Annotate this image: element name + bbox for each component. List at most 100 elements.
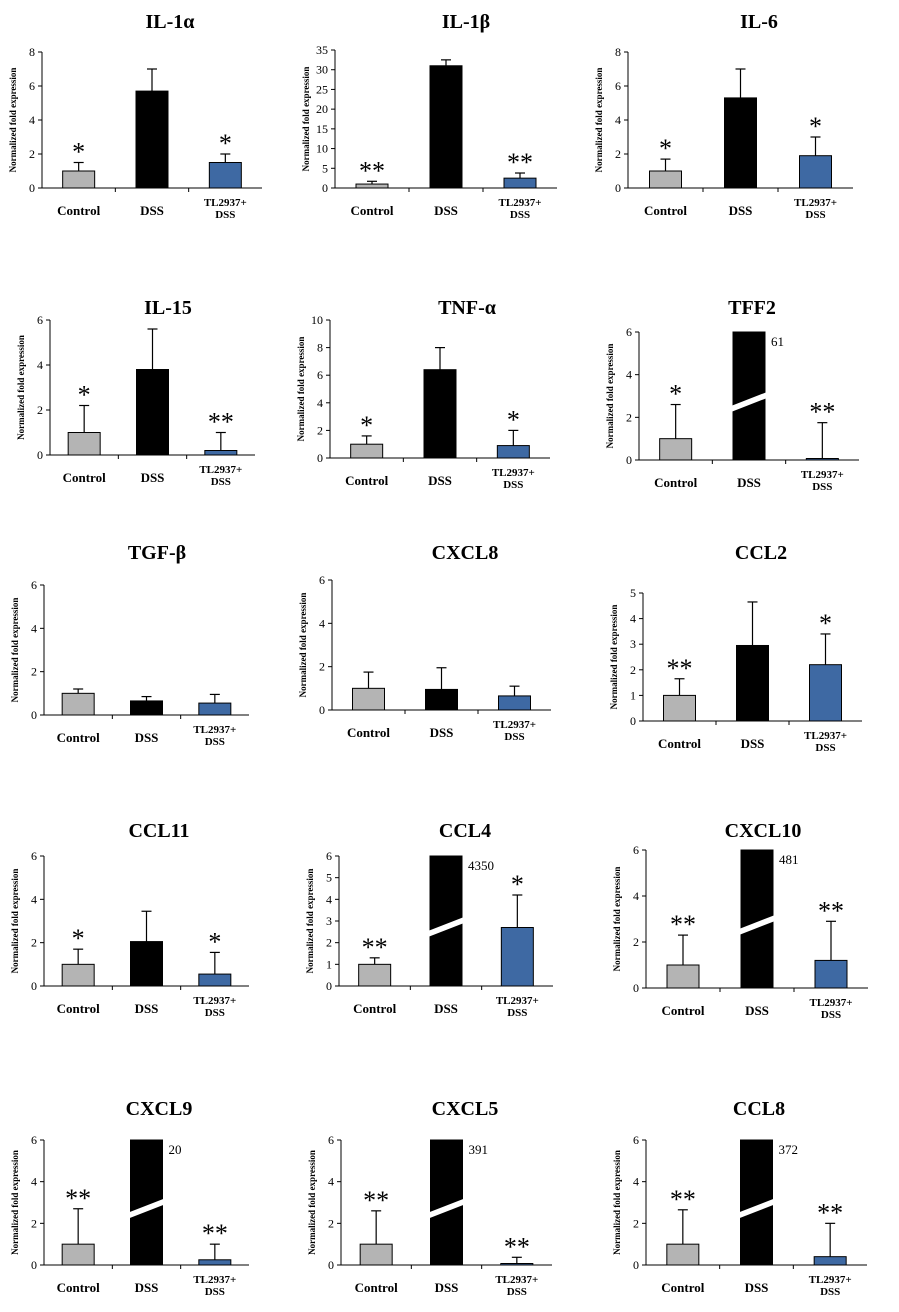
y-tick-label: 6 bbox=[29, 79, 35, 93]
category-label: DSS bbox=[821, 1009, 841, 1021]
category-label: Control bbox=[345, 473, 388, 488]
category-label: DSS bbox=[741, 736, 765, 751]
category-label: TL2937+ bbox=[495, 1274, 538, 1286]
bar bbox=[423, 369, 457, 459]
y-tick-label: 4 bbox=[326, 892, 332, 906]
y-tick-label: 2 bbox=[633, 935, 639, 949]
significance-marker: ** bbox=[208, 408, 234, 437]
y-axis-label: Normalized fold expression bbox=[605, 344, 615, 449]
significance-marker: ** bbox=[202, 1219, 228, 1248]
category-label: Control bbox=[644, 203, 687, 218]
break-value-label: 391 bbox=[469, 1142, 489, 1157]
bar bbox=[429, 65, 463, 189]
bar bbox=[814, 959, 848, 989]
axis-break-mark bbox=[731, 392, 767, 412]
category-label: DSS bbox=[805, 209, 825, 221]
y-tick-label: 2 bbox=[29, 147, 35, 161]
category-label: TL2937+ bbox=[193, 724, 236, 736]
significance-marker: ** bbox=[504, 1232, 530, 1261]
significance-marker: * bbox=[659, 134, 672, 163]
category-label: TL2937+ bbox=[499, 197, 542, 209]
y-tick-label: 5 bbox=[322, 161, 328, 175]
bar bbox=[659, 438, 693, 461]
y-tick-label: 0 bbox=[615, 181, 621, 195]
chart-title: CXCL5 bbox=[432, 1098, 499, 1120]
category-label: Control bbox=[63, 470, 106, 485]
y-tick-label: 2 bbox=[31, 936, 37, 950]
y-axis-label: Normalized fold expression bbox=[612, 867, 622, 972]
chart-title: TGF-β bbox=[128, 542, 186, 564]
category-label: Control bbox=[658, 736, 701, 751]
significance-marker: * bbox=[360, 411, 373, 440]
bar bbox=[208, 162, 242, 189]
y-tick-label: 2 bbox=[37, 403, 43, 417]
y-tick-label: 0 bbox=[322, 181, 328, 195]
significance-marker: ** bbox=[667, 654, 693, 683]
y-tick-label: 4 bbox=[633, 1175, 639, 1189]
y-tick-label: 2 bbox=[630, 663, 636, 677]
significance-marker: * bbox=[819, 609, 832, 638]
significance-marker: ** bbox=[809, 398, 835, 427]
axis-break-mark bbox=[739, 915, 775, 935]
category-label: DSS bbox=[507, 1286, 527, 1298]
bar bbox=[496, 445, 530, 459]
y-tick-label: 4 bbox=[31, 621, 37, 635]
y-tick-label: 6 bbox=[317, 368, 323, 382]
y-tick-label: 0 bbox=[328, 1258, 334, 1272]
bar bbox=[649, 170, 682, 189]
bar bbox=[500, 927, 534, 987]
category-label: DSS bbox=[205, 1286, 225, 1298]
category-label: Control bbox=[347, 725, 390, 740]
significance-marker: * bbox=[669, 380, 682, 409]
y-tick-label: 4 bbox=[31, 892, 37, 906]
bar bbox=[805, 458, 839, 461]
category-label: TL2937+ bbox=[204, 197, 247, 209]
category-label: TL2937+ bbox=[199, 464, 242, 476]
bar bbox=[799, 155, 832, 189]
chart-title: CCL8 bbox=[733, 1098, 785, 1120]
y-tick-label: 4 bbox=[319, 616, 325, 630]
y-tick-label: 0 bbox=[626, 453, 632, 467]
chart-title: TNF-α bbox=[438, 297, 496, 319]
chart-title: CXCL9 bbox=[126, 1098, 193, 1120]
chart-panel: IL-15 Normalized fold expression 0 2 4 6 * Cont… bbox=[16, 297, 255, 488]
y-tick-label: 6 bbox=[31, 1133, 37, 1147]
y-tick-label: 35 bbox=[316, 43, 328, 57]
y-tick-label: 15 bbox=[316, 122, 328, 136]
category-label: DSS bbox=[135, 1001, 159, 1016]
axis-break-mark bbox=[428, 1198, 465, 1219]
break-value-label: 61 bbox=[771, 334, 784, 349]
y-axis-label: Normalized fold expression bbox=[609, 605, 619, 710]
y-axis-label: Normalized fold expression bbox=[307, 1150, 317, 1255]
category-label: DSS bbox=[205, 1007, 225, 1019]
category-label: DSS bbox=[503, 479, 523, 491]
bar bbox=[136, 369, 169, 456]
bar bbox=[503, 177, 537, 189]
category-label: DSS bbox=[205, 736, 225, 748]
y-tick-label: 4 bbox=[328, 1175, 334, 1189]
category-label: DSS bbox=[510, 209, 530, 221]
chart-panel: CCL2 Normalized fold expression 0 1 2 3 4 5 ** Co… bbox=[609, 542, 862, 754]
category-label: Control bbox=[661, 1003, 704, 1018]
chart-panel: CXCL8 Normalized fold expression 0 2 4 6 Contr… bbox=[298, 542, 551, 743]
chart-panel: TGF-β Normalized fold expression 0 2 4 6 Contr… bbox=[10, 542, 249, 748]
y-tick-label: 2 bbox=[326, 936, 332, 950]
category-label: TL2937+ bbox=[493, 719, 536, 731]
category-label: TL2937+ bbox=[794, 197, 837, 209]
category-label: Control bbox=[57, 1280, 100, 1295]
significance-marker: * bbox=[72, 138, 85, 167]
significance-marker: * bbox=[72, 924, 85, 953]
y-tick-label: 4 bbox=[37, 358, 43, 372]
chart-panel: CXCL9 Normalized fold expression 0 2 4 6 ** Con… bbox=[10, 1098, 249, 1298]
y-tick-label: 0 bbox=[31, 1258, 37, 1272]
bar bbox=[663, 694, 696, 722]
category-label: TL2937+ bbox=[810, 997, 853, 1009]
y-tick-label: 10 bbox=[311, 313, 323, 327]
category-label: DSS bbox=[215, 209, 235, 221]
chart-panel: IL-1α Normalized fold expression 0 2 4 6 8 * Con… bbox=[8, 11, 262, 221]
significance-marker: * bbox=[507, 405, 520, 434]
axis-break-mark bbox=[428, 917, 464, 937]
chart-panel: CCL4 Normalized fold expression 0 1 2 3 4 5 6 ** C… bbox=[305, 820, 553, 1019]
y-tick-label: 2 bbox=[328, 1216, 334, 1230]
category-label: TL2937+ bbox=[193, 995, 236, 1007]
